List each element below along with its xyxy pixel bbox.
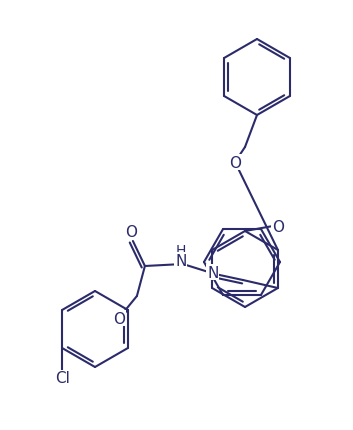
Text: N: N xyxy=(207,265,219,280)
Text: O: O xyxy=(125,224,137,239)
Text: O: O xyxy=(272,219,284,234)
Text: O: O xyxy=(229,155,241,170)
Text: N: N xyxy=(175,253,187,268)
Text: O: O xyxy=(113,311,125,326)
Text: H: H xyxy=(176,243,186,258)
Text: Cl: Cl xyxy=(55,371,70,386)
